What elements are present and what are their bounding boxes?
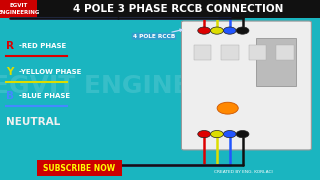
Bar	[221, 45, 239, 60]
Text: R: R	[6, 41, 14, 51]
Text: B: B	[6, 91, 14, 101]
Circle shape	[198, 130, 211, 138]
Circle shape	[211, 27, 223, 34]
Text: -YELLOW PHASE: -YELLOW PHASE	[19, 69, 81, 75]
Circle shape	[217, 102, 238, 114]
Bar	[37, 160, 122, 176]
Text: CREATED BY ENG. KORLACI: CREATED BY ENG. KORLACI	[214, 170, 273, 174]
Text: NEUTRAL: NEUTRAL	[6, 117, 61, 127]
Bar	[256, 38, 296, 86]
Bar	[276, 45, 294, 60]
Text: SUBSCRIBE NOW: SUBSCRIBE NOW	[43, 164, 115, 173]
FancyBboxPatch shape	[181, 21, 311, 150]
Bar	[194, 45, 212, 60]
Text: EGVIT
ENGINEERING: EGVIT ENGINEERING	[0, 3, 40, 15]
Text: EGVIT ENGINEERING: EGVIT ENGINEERING	[0, 74, 277, 98]
Text: 4 POLE RCCB: 4 POLE RCCB	[133, 29, 182, 39]
Circle shape	[223, 130, 236, 138]
Circle shape	[198, 27, 211, 34]
Text: 4 POLE 3 PHASE RCCB CONNECTION: 4 POLE 3 PHASE RCCB CONNECTION	[73, 4, 284, 14]
Text: Y: Y	[6, 67, 14, 77]
Bar	[249, 45, 266, 60]
Circle shape	[236, 130, 249, 138]
Text: -RED PHASE: -RED PHASE	[19, 43, 66, 49]
Circle shape	[223, 27, 236, 34]
Circle shape	[211, 130, 223, 138]
Text: -BLUE PHASE: -BLUE PHASE	[19, 93, 70, 99]
Bar	[37, 0, 320, 18]
Circle shape	[236, 27, 249, 34]
Bar	[0, 0, 37, 18]
